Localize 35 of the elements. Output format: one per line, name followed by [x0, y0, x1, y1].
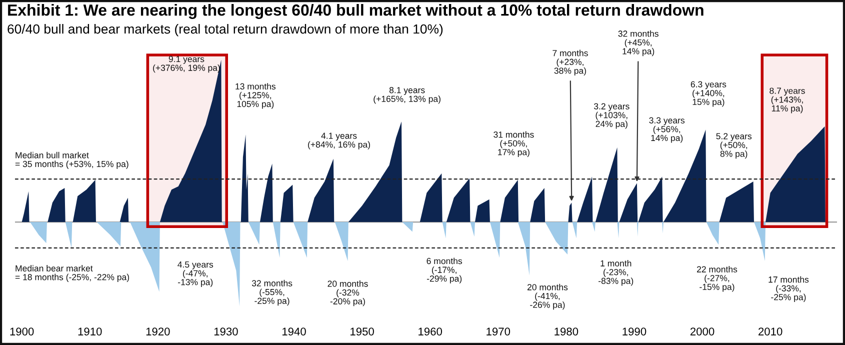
annotation: 20 months (-41%, -26% pa)	[528, 284, 568, 310]
annotation: Median bull market = 35 months (+53%, 15% pa)	[15, 152, 128, 169]
annotation: 32 months (+45%, 14% pa)	[618, 30, 658, 56]
x-tick-label: 2000	[690, 328, 714, 336]
x-tick-label: 1960	[418, 328, 442, 336]
annotation: 3.2 years (+103%, 24% pa)	[594, 103, 630, 129]
annotation: 5.2 years (+50%, 8% pa)	[716, 133, 752, 159]
chart-title: Exhibit 1: We are nearing the longest 60/40 bull market without a 10% total return drawdown	[8, 4, 704, 19]
annotation: 6.3 years (+140%, 15% pa)	[690, 81, 726, 107]
x-tick-label: 1930	[214, 328, 238, 336]
annotation: 13 months (+125%, 105% pa)	[236, 83, 276, 109]
x-tick-label: 1980	[554, 328, 578, 336]
annotation: 7 months (+23%, 38% pa)	[552, 50, 588, 76]
x-tick-label: 1900	[10, 328, 34, 336]
annotation: Median bear market = 18 months (-25%, -22% pa)	[15, 265, 129, 282]
annotation: 4.1 years (+84%, 16% pa)	[308, 132, 370, 150]
annotation: 20 months (-32% -20% pa)	[328, 280, 368, 306]
annotation: 17 months (-33%, -25% pa)	[768, 276, 809, 302]
annotation: 31 months (+50%, 17% pa)	[494, 131, 534, 157]
x-tick-label: 1990	[622, 328, 646, 336]
x-tick-label: 2010	[758, 328, 782, 336]
x-tick-label: 1970	[486, 328, 510, 336]
annotation: 1 month (-23%, -83% pa)	[598, 260, 634, 286]
annotation: 32 months (-55%, -25% pa)	[252, 280, 292, 306]
annotation: 6 months (-17%, -29% pa)	[426, 258, 462, 284]
annotation: 8.7 years (+143%, 11% pa)	[770, 88, 805, 114]
annotation: 8.1 years (+165%, 13% pa)	[374, 86, 440, 104]
x-tick-label: 1910	[78, 328, 102, 336]
annotation: 3.3 years (+56%, 14% pa)	[649, 117, 685, 143]
annotation: 22 months (-27%, -15% pa)	[697, 266, 738, 292]
x-tick-label: 1950	[350, 328, 374, 336]
x-tick-label: 1940	[282, 328, 306, 336]
chart-subtitle: 60/40 bull and bear markets (real total return drawdown of more than 10%)	[8, 24, 443, 36]
annotation: 4.5 years (-47%, -13% pa)	[178, 262, 214, 287]
x-tick-label: 1920	[146, 328, 170, 336]
